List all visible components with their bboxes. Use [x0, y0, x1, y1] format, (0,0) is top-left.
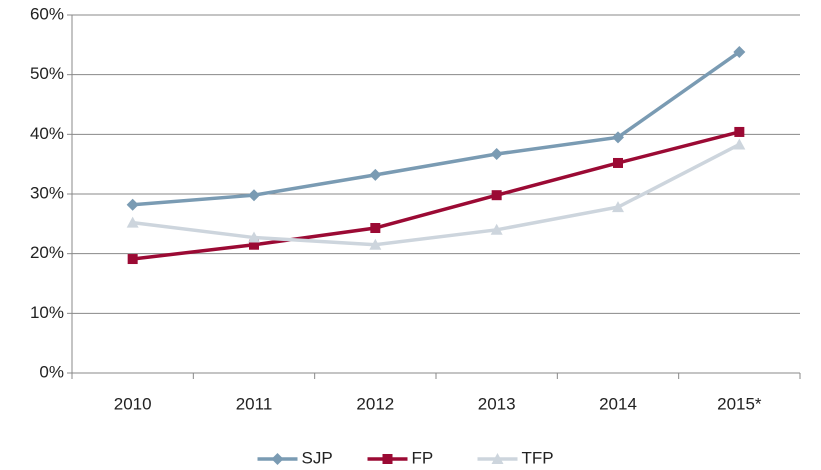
legend-marker — [382, 454, 393, 464]
y-tick-label: 20% — [30, 243, 64, 262]
y-tick-label: 10% — [30, 303, 64, 322]
legend-label: FP — [412, 448, 434, 467]
series-line — [132, 142, 741, 247]
marker — [248, 231, 260, 243]
marker — [612, 201, 624, 213]
x-tick-label: 2014 — [599, 394, 637, 413]
marker — [369, 168, 382, 181]
marker — [490, 148, 503, 161]
marker — [613, 157, 623, 168]
marker — [370, 223, 381, 234]
marker — [249, 239, 259, 250]
marker — [369, 238, 382, 250]
legend-marker — [271, 453, 284, 465]
y-tick-label: 30% — [30, 183, 64, 202]
marker — [733, 138, 746, 150]
marker — [734, 126, 745, 137]
series-line — [132, 130, 740, 261]
y-tick-label: 0% — [39, 362, 64, 381]
marker — [126, 198, 139, 211]
y-tick-label: 50% — [30, 64, 64, 83]
legend-marker — [491, 453, 504, 464]
x-tick-label: 2015* — [717, 394, 762, 413]
marker — [248, 189, 260, 202]
x-tick-label: 2013 — [478, 394, 516, 413]
x-tick-label: 2012 — [356, 394, 394, 413]
marker — [612, 131, 624, 144]
marker — [733, 45, 746, 58]
y-tick-label: 40% — [30, 124, 64, 143]
x-tick-label: 2011 — [236, 394, 273, 413]
marker — [126, 216, 139, 228]
x-tick-label: 2010 — [114, 394, 152, 413]
marker — [127, 254, 138, 265]
y-tick-label: 60% — [30, 4, 64, 23]
legend-label: TFP — [522, 448, 554, 467]
series-line — [132, 50, 741, 207]
marker — [491, 190, 502, 201]
legend-label: SJP — [302, 448, 333, 467]
marker — [490, 223, 503, 235]
